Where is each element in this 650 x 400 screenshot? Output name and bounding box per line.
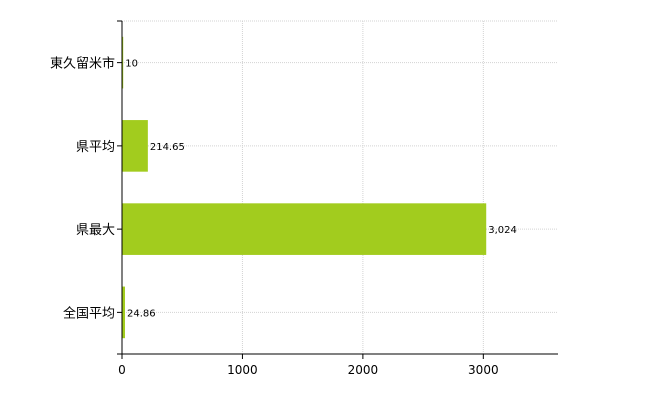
category-label: 東久留米市 [50,56,115,72]
bar [122,203,487,255]
bar [122,286,125,339]
category-label: 全国平均 [63,305,115,321]
category-label: 県平均 [76,140,115,155]
x-tick-label: 1000 [227,363,258,377]
bar [122,120,148,172]
x-tick-label: 3000 [468,363,499,377]
x-tick-label: 2000 [348,363,379,377]
data-label: 24.86 [127,308,156,319]
data-label: 3,024 [488,225,517,236]
data-label: 10 [125,59,138,70]
x-tick-label: 0 [118,363,126,377]
data-label: 214.65 [150,142,185,153]
category-label: 県最大 [76,223,115,238]
bar [122,36,124,89]
